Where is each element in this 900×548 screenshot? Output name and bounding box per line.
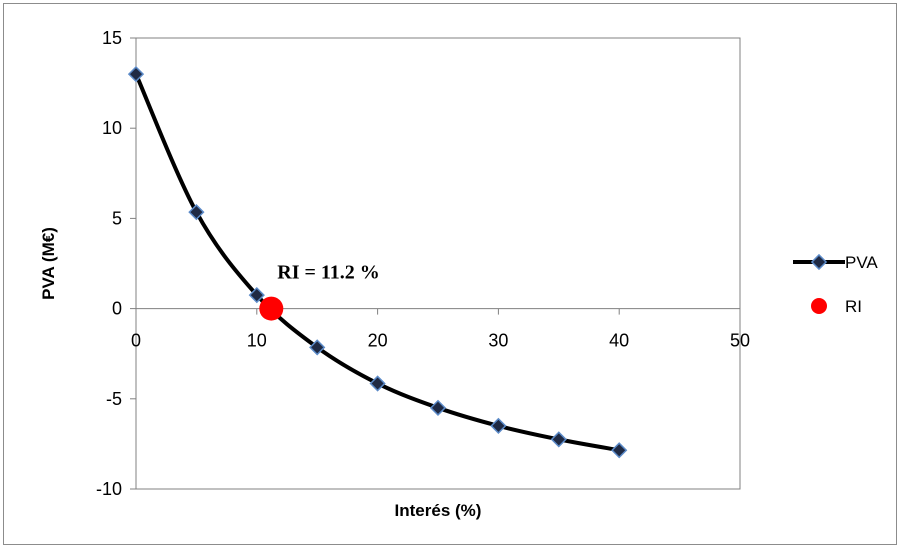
y-axis-title: PVA (M€) (39, 227, 58, 300)
x-axis-ticks: 0 10 20 30 40 50 (131, 308, 750, 351)
legend-label-pva: PVA (845, 253, 878, 272)
x-tick-label: 50 (730, 331, 750, 351)
pva-point (369, 375, 386, 392)
pva-point (490, 417, 507, 434)
legend-ri-marker-swatch (811, 298, 827, 314)
x-tick-label: 0 (131, 331, 141, 351)
y-tick-label: 15 (102, 28, 122, 48)
x-tick-label: 10 (247, 331, 267, 351)
x-tick-label: 40 (609, 331, 629, 351)
pva-point (550, 431, 567, 448)
ri-point (259, 296, 284, 321)
x-tick-label: 20 (368, 331, 388, 351)
plot-area (135, 37, 741, 490)
y-tick-label: 5 (112, 208, 122, 228)
y-axis-ticks: -10 -5 0 5 10 15 (96, 28, 136, 499)
y-tick-label: 0 (112, 299, 122, 319)
pva-point (188, 203, 205, 221)
pva-point (248, 286, 265, 304)
ri-annotation: RI = 11.2 % (277, 262, 380, 284)
x-axis-title: Interés (%) (395, 501, 482, 520)
pva-point (611, 442, 628, 459)
y-tick-label: 10 (102, 118, 122, 138)
pva-point (127, 65, 145, 83)
legend: PVA RI (793, 253, 878, 316)
legend-label-ri: RI (845, 297, 862, 316)
y-tick-label: -10 (96, 479, 122, 499)
legend-pva-marker-swatch (810, 253, 828, 271)
pva-point (429, 399, 447, 416)
series-markers-pva (127, 65, 628, 459)
y-tick-label: -5 (106, 389, 122, 409)
x-tick-label: 30 (488, 331, 508, 351)
pva-point (309, 339, 326, 356)
